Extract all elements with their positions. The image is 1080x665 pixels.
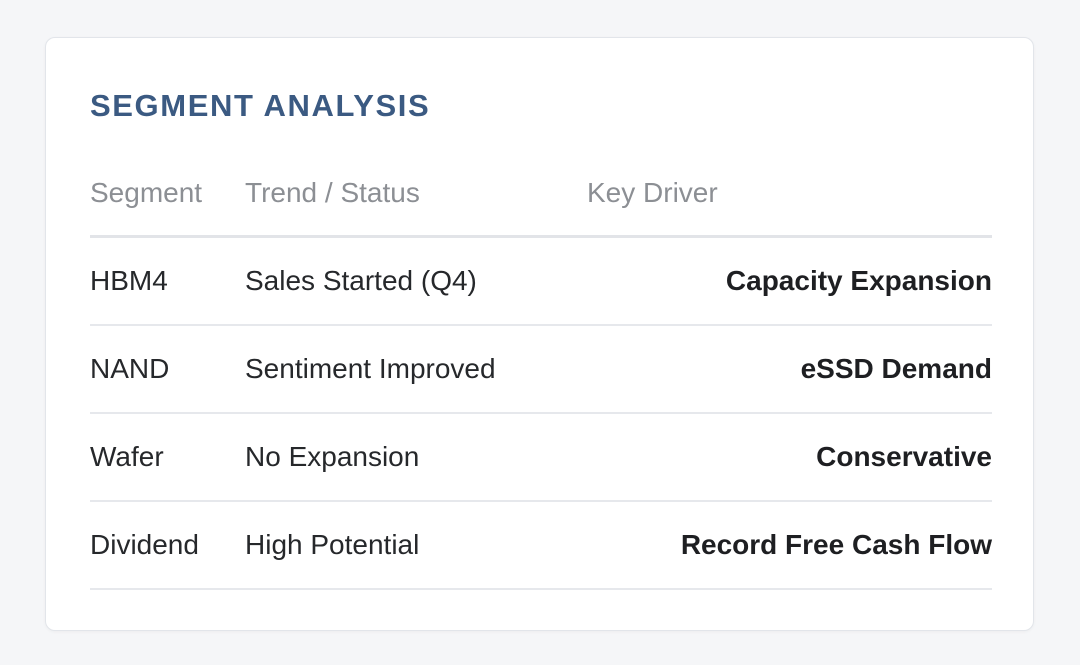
segment-cell: HBM4 xyxy=(90,265,168,296)
segment-analysis-card: SEGMENT ANALYSIS Segment Trend / Status … xyxy=(45,37,1034,631)
driver-cell: Record Free Cash Flow xyxy=(680,529,992,560)
column-header-segment: Segment xyxy=(90,177,203,208)
driver-cell: Conservative xyxy=(816,441,992,472)
status-cell: Sales Started (Q4) xyxy=(245,265,477,296)
card-title: SEGMENT ANALYSIS xyxy=(90,88,431,123)
segment-cell: Dividend xyxy=(90,529,199,560)
status-cell: High Potential xyxy=(245,529,420,560)
status-cell: Sentiment Improved xyxy=(245,353,496,384)
segment-cell: Wafer xyxy=(90,441,164,472)
table-header-row: Segment Trend / Status Key Driver xyxy=(90,150,992,238)
driver-cell: Capacity Expansion xyxy=(725,265,992,296)
table-row: HBM4 Sales Started (Q4) Capacity Expansi… xyxy=(90,238,992,326)
table-row: NAND Sentiment Improved eSSD Demand xyxy=(90,326,992,414)
table-row: Wafer No Expansion Conservative xyxy=(90,414,992,502)
segment-table: Segment Trend / Status Key Driver HBM4 S… xyxy=(90,150,992,590)
status-cell: No Expansion xyxy=(245,441,420,472)
table-row: Dividend High Potential Record Free Cash… xyxy=(90,502,992,590)
driver-cell: eSSD Demand xyxy=(800,353,992,384)
column-header-key-driver: Key Driver xyxy=(587,177,718,208)
segment-cell: NAND xyxy=(90,353,170,384)
column-header-trend-status: Trend / Status xyxy=(245,177,420,208)
